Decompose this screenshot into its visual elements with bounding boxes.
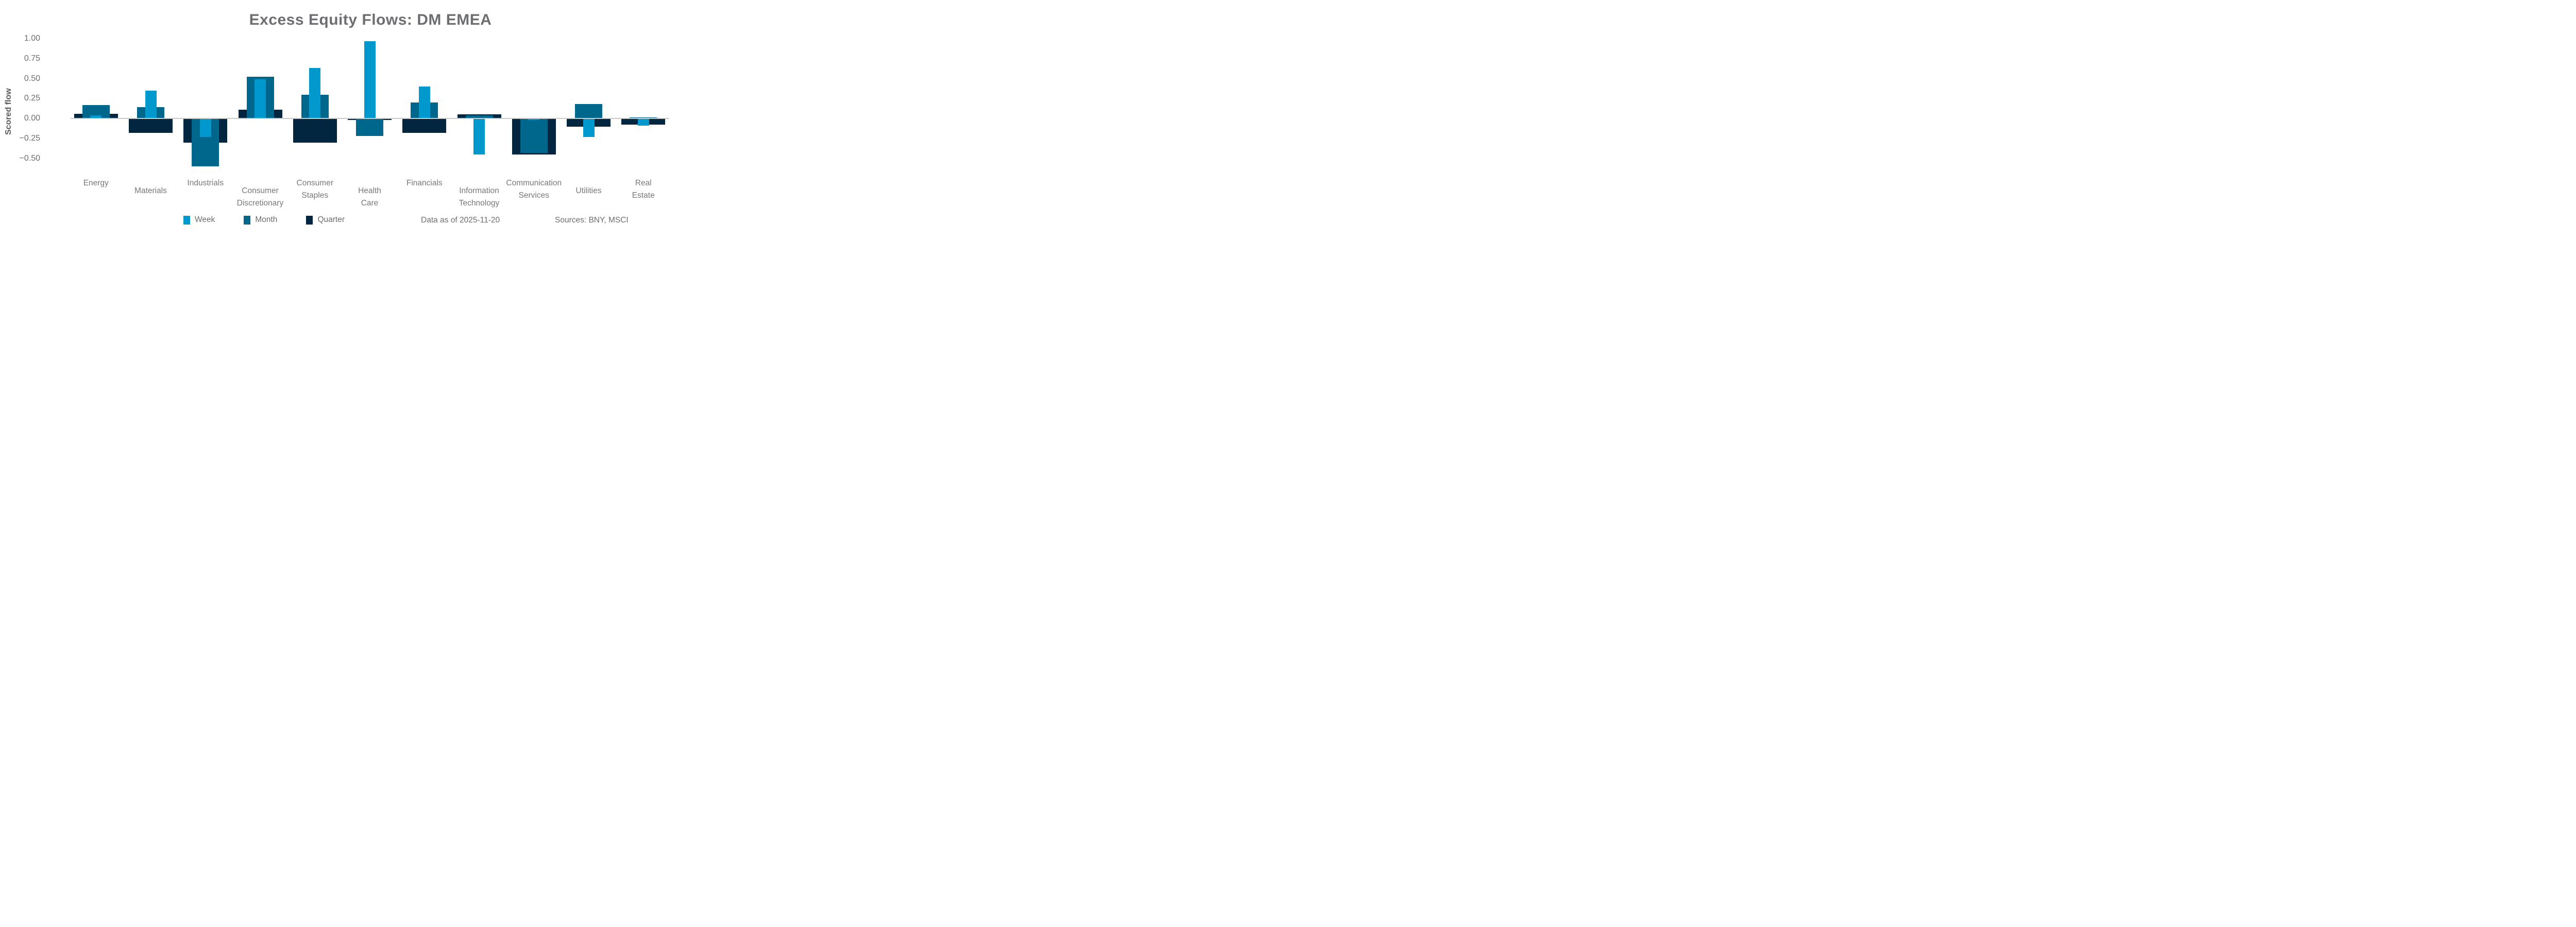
bar-week-real-estate — [637, 118, 649, 126]
y-tick-0.00: 0.00 — [24, 114, 40, 123]
legend-swatch-quarter-icon — [306, 215, 313, 225]
bar-week-information-technology — [473, 118, 485, 154]
category-label-energy: Energy — [83, 179, 109, 187]
bar-month-communication-services — [520, 118, 548, 153]
legend-label-week: Week — [195, 215, 215, 224]
y-tick-0.75: 0.75 — [24, 54, 40, 63]
legend-label-month: Month — [255, 215, 278, 224]
category-label-health-care: Health Care — [358, 186, 381, 208]
category-label-real-estate: Real Estate — [632, 179, 655, 200]
sources-note: Sources: BNY, MSCI — [555, 216, 629, 225]
category-label-utilities: Utilities — [575, 186, 602, 195]
bar-week-financials — [418, 87, 430, 118]
legend-item-month: Month — [244, 215, 277, 225]
bar-week-communication-services — [528, 118, 540, 121]
plot-area — [0, 0, 696, 232]
bar-week-consumer-staples — [309, 68, 321, 118]
bar-week-energy — [90, 115, 102, 118]
y-tick-0.25: 0.25 — [24, 94, 40, 103]
category-label-information-technology: Information Technology — [459, 186, 500, 208]
y-tick-1.00: 1.00 — [24, 34, 40, 43]
bar-week-materials — [145, 90, 157, 118]
bar-month-information-technology — [465, 115, 493, 118]
bar-quarter-consumer-staples — [293, 118, 337, 143]
bar-quarter-materials — [129, 118, 173, 133]
y-tick-0.50: 0.50 — [24, 74, 40, 83]
chart-title: Excess Equity Flows: DM EMEA — [249, 11, 492, 28]
category-label-communication-services: Communication Services — [506, 179, 562, 200]
bar-month-health-care — [356, 118, 383, 136]
y-tick-−0.50: −0.50 — [19, 153, 40, 163]
data-as-of-note: Data as of 2025-11-20 — [421, 216, 500, 225]
legend-item-quarter: Quarter — [306, 215, 345, 225]
category-label-consumer-discretionary: Consumer Discretionary — [236, 186, 284, 208]
category-label-consumer-staples: Consumer Staples — [296, 179, 334, 200]
bar-week-industrials — [199, 118, 211, 137]
category-label-industrials: Industrials — [187, 179, 224, 187]
bar-week-utilities — [583, 118, 595, 137]
category-label-materials: Materials — [134, 186, 167, 195]
chart-page: Excess Equity Flows: DM EMEA Scored flow… — [0, 0, 696, 232]
zero-line — [71, 117, 669, 119]
legend-item-week: Week — [183, 215, 215, 225]
category-label-financials: Financials — [406, 179, 443, 187]
legend-label-quarter: Quarter — [317, 215, 345, 224]
legend-swatch-month-icon — [244, 215, 251, 225]
legend: Week Month Quarter — [183, 215, 345, 225]
y-tick-−0.25: −0.25 — [19, 133, 40, 143]
legend-swatch-week-icon — [183, 215, 190, 225]
bar-week-health-care — [364, 41, 376, 118]
bar-quarter-financials — [402, 118, 447, 133]
bar-month-utilities — [575, 104, 602, 118]
bar-week-consumer-discretionary — [255, 79, 266, 118]
